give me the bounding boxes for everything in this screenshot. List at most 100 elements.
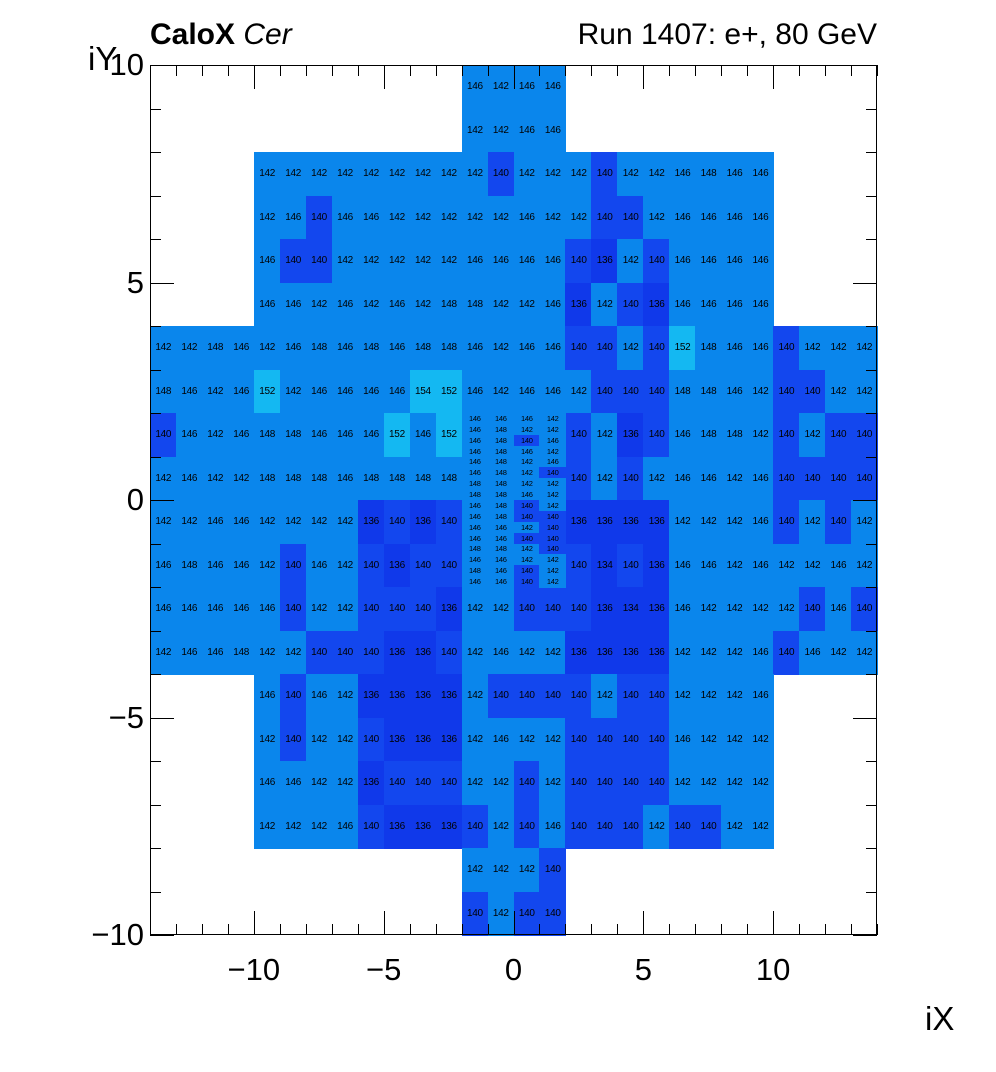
heatmap-cell: 146: [721, 239, 748, 284]
axis-tick: [851, 65, 853, 76]
axis-tick: [150, 369, 161, 371]
heatmap-cell: 140: [305, 630, 333, 675]
heatmap-cell: 136: [409, 674, 437, 719]
heatmap-cell: 142: [851, 630, 878, 675]
axis-tick: [851, 924, 853, 935]
axis-tick: [150, 456, 161, 458]
heatmap-cell: 146: [487, 630, 515, 675]
heatmap-cell: 136: [409, 500, 437, 545]
heatmap-cell: 142: [409, 152, 437, 197]
axis-tick: [591, 65, 593, 76]
heatmap-cell: 152: [435, 369, 463, 414]
heatmap-cell: 146: [150, 587, 177, 632]
heatmap-fine-cell: 140: [513, 500, 541, 512]
heatmap-cell: 136: [435, 674, 463, 719]
heatmap-cell: 140: [461, 891, 489, 936]
axis-tick: [877, 65, 878, 76]
heatmap-cell: 142: [539, 630, 567, 675]
heatmap-cell: 146: [539, 108, 567, 153]
heatmap-cell: 140: [279, 587, 307, 632]
heatmap-cell: 148: [695, 413, 722, 458]
heatmap-cell: 142: [253, 326, 281, 371]
heatmap-cell: 140: [825, 500, 852, 545]
heatmap-cell: 140: [773, 413, 800, 458]
axis-tick: [565, 65, 567, 76]
heatmap-cell: 146: [227, 543, 255, 588]
heatmap-cell: 148: [201, 326, 229, 371]
axis-tick: [175, 924, 177, 935]
heatmap-cell: 142: [487, 804, 515, 849]
axis-tick: [150, 326, 161, 327]
heatmap-cell: 142: [487, 761, 515, 806]
axis-tick: [150, 717, 174, 719]
y-tick-label: 10: [109, 47, 144, 82]
heatmap-cell: 140: [773, 630, 800, 675]
heatmap-cell: 142: [175, 326, 203, 371]
heatmap-fine-cell: 142: [513, 521, 541, 534]
heatmap-cell: 140: [279, 543, 307, 588]
heatmap-cell: 136: [617, 630, 644, 675]
heatmap-cell: 142: [461, 108, 489, 153]
heatmap-cell: 140: [617, 674, 644, 719]
heatmap-cell: 136: [435, 804, 463, 849]
heatmap-cell: 140: [357, 543, 385, 588]
plot-title-right: Run 1407: e+, 80 GeV: [577, 18, 877, 51]
heatmap-cell: 146: [331, 326, 359, 371]
heatmap-cell: 146: [513, 195, 541, 240]
axis-tick: [513, 911, 515, 935]
heatmap-fine-cell: 146: [513, 413, 541, 425]
heatmap-cell: 140: [513, 587, 541, 632]
axis-tick: [866, 195, 877, 197]
heatmap-cell: 140: [409, 761, 437, 806]
heatmap-cell: 142: [487, 326, 515, 371]
heatmap-cell: 140: [565, 326, 592, 371]
heatmap-cell: 140: [539, 674, 567, 719]
heatmap-cell: 146: [747, 500, 774, 545]
heatmap-cell: 142: [617, 152, 644, 197]
heatmap-fine-cell: 142: [513, 478, 541, 490]
heatmap-cell: 146: [669, 456, 696, 501]
axis-tick: [409, 65, 411, 76]
heatmap-cell: 152: [253, 369, 281, 414]
heatmap-cell: 140: [357, 804, 385, 849]
axis-tick: [150, 65, 151, 76]
axis-tick: [150, 152, 161, 153]
heatmap-cell: 140: [539, 848, 567, 893]
heatmap-fine-cell: 146: [513, 489, 541, 501]
heatmap-cell: 146: [175, 630, 203, 675]
heatmap-cell: 142: [253, 630, 281, 675]
heatmap-cell: 142: [305, 587, 333, 632]
heatmap-cell: 148: [279, 413, 307, 458]
axis-tick: [409, 924, 411, 935]
heatmap-cell: 146: [253, 761, 281, 806]
axis-tick: [383, 65, 385, 89]
axis-tick: [643, 911, 645, 935]
heatmap-cell: 142: [150, 630, 177, 675]
axis-tick: [565, 924, 567, 935]
heatmap-cell: 140: [617, 282, 644, 327]
heatmap-cell: 136: [643, 282, 670, 327]
heatmap-cell: 146: [747, 326, 774, 371]
heatmap-cell: 136: [643, 543, 670, 588]
heatmap-cell: 146: [150, 543, 177, 588]
axis-tick: [150, 891, 161, 893]
heatmap-cell: 146: [175, 413, 203, 458]
heatmap-cell: 148: [695, 152, 722, 197]
heatmap-cell: 142: [487, 282, 515, 327]
heatmap-cell: 142: [357, 152, 385, 197]
heatmap-cell: 146: [695, 195, 722, 240]
heatmap-cell: 142: [721, 804, 748, 849]
axis-tick: [799, 924, 801, 935]
heatmap-cell: 142: [305, 500, 333, 545]
heatmap-cell: 146: [305, 413, 333, 458]
heatmap-cell: 146: [513, 65, 541, 110]
heatmap-fine-cell: 142: [539, 478, 567, 490]
heatmap-cell: 146: [201, 500, 229, 545]
heatmap-cell: 140: [617, 543, 644, 588]
heatmap-cell: 146: [669, 717, 696, 762]
axis-tick: [853, 282, 877, 284]
axis-tick: [383, 911, 385, 935]
heatmap-cell: 142: [721, 543, 748, 588]
heatmap-cell: 142: [513, 717, 541, 762]
axis-tick: [150, 65, 174, 66]
